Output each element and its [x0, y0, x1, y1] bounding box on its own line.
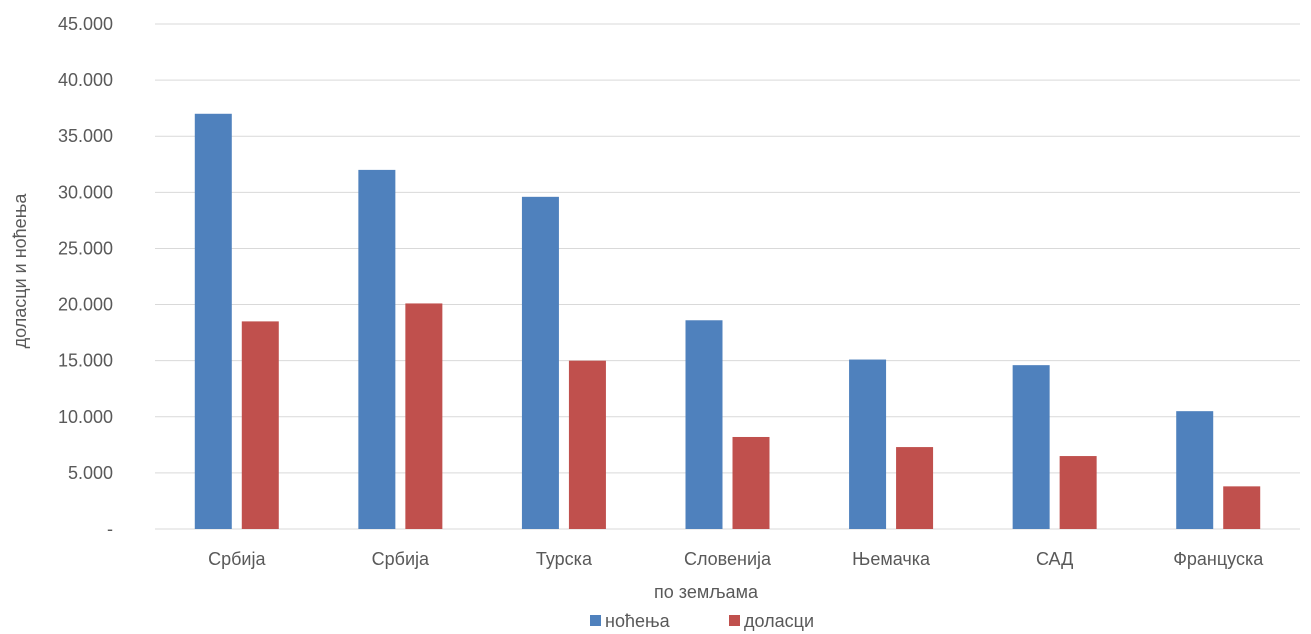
y-tick-label: 10.000	[58, 407, 113, 427]
x-tick-label: Словенија	[684, 549, 772, 569]
legend-swatch	[729, 615, 740, 626]
y-tick-label: 45.000	[58, 14, 113, 34]
legend-swatch	[590, 615, 601, 626]
bar-dolasci	[732, 436, 770, 529]
bar-dolasci	[896, 447, 934, 529]
x-tick-label: САД	[1036, 549, 1073, 569]
y-axis-ticks: - 5.000 10.000 15.000 20.000 25.000 30.000 35.0…	[58, 14, 113, 539]
x-tick-label: Француска	[1173, 549, 1264, 569]
bar-nocenja	[685, 320, 723, 529]
y-tick-label: 25.000	[58, 238, 113, 258]
x-tick-label: Њемачка	[852, 549, 931, 569]
y-axis-title: доласци и ноћења	[10, 193, 30, 349]
bar-dolasci	[1223, 486, 1261, 529]
x-tick-label: Србија	[372, 549, 430, 569]
bar-dolasci	[241, 321, 279, 529]
x-tick-label: Србија	[208, 549, 266, 569]
x-tick-label: Турска	[536, 549, 593, 569]
y-tick-label: 40.000	[58, 70, 113, 90]
y-tick-label: 20.000	[58, 295, 113, 315]
legend-label: ноћења	[605, 611, 671, 631]
bar-nocenja	[1176, 411, 1214, 529]
legend: ноћења доласци	[590, 611, 814, 631]
bar-nocenja	[849, 359, 887, 529]
y-tick-label: 15.000	[58, 351, 113, 371]
gridlines	[155, 23, 1300, 530]
bar-nocenja	[358, 169, 396, 529]
y-tick-label: 35.000	[58, 126, 113, 146]
bar-nocenja	[1012, 365, 1050, 529]
y-tick-label: -	[107, 519, 113, 539]
y-tick-label: 30.000	[58, 182, 113, 202]
bars	[194, 113, 1261, 530]
y-tick-label: 5.000	[68, 463, 113, 483]
bar-dolasci	[405, 303, 443, 529]
bar-nocenja	[194, 113, 232, 530]
bar-dolasci	[1059, 456, 1097, 529]
x-axis-title: по земљама	[654, 582, 759, 602]
legend-label: доласци	[744, 611, 814, 631]
bar-nocenja	[521, 196, 559, 530]
x-axis-ticks: Србија Србија Турска Словенија Њемачка САД Фра…	[208, 549, 1264, 569]
bar-dolasci	[568, 360, 606, 529]
